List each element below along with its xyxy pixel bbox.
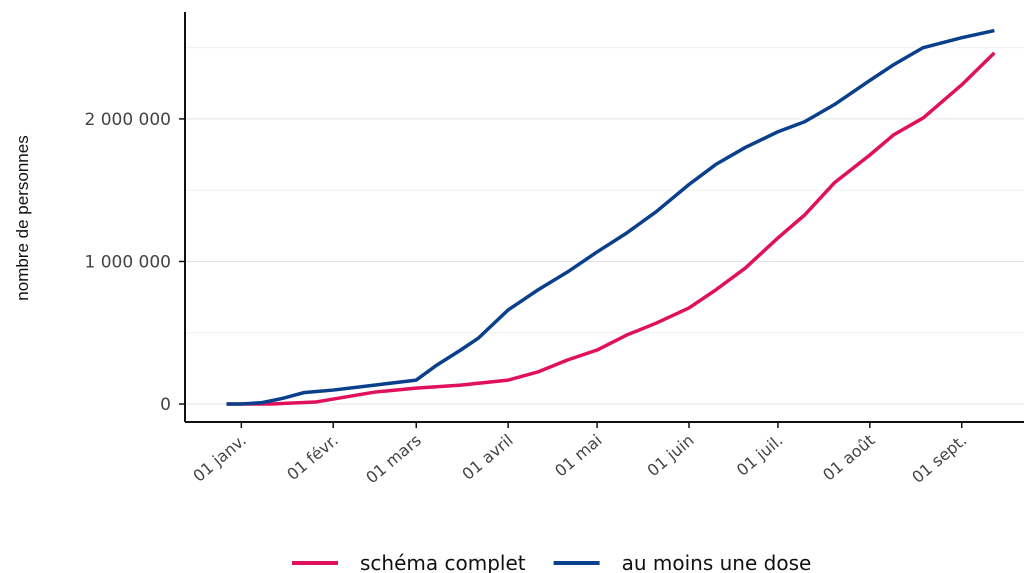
legend-label: schéma complet bbox=[360, 551, 526, 573]
x-tick-label: 01 juin bbox=[644, 431, 698, 481]
x-tick-label: 01 mai bbox=[551, 431, 606, 481]
line bbox=[226, 51, 996, 406]
x-tick-label: 01 juil. bbox=[733, 431, 787, 480]
x-tick-label: 01 mars bbox=[362, 431, 425, 488]
y-tick-label: 2 000 000 bbox=[84, 110, 171, 130]
legend-label: au moins une dose bbox=[622, 551, 812, 573]
x-tick-label: 01 févr. bbox=[283, 431, 342, 485]
x-tick-label: 01 sept. bbox=[908, 431, 970, 487]
line bbox=[226, 28, 995, 406]
x-tick-label: 01 janv. bbox=[189, 431, 250, 486]
y-tick-label: 1 000 000 bbox=[84, 252, 171, 272]
y-axis-title: nombre de personnes bbox=[13, 135, 32, 300]
x-tick-label: 01 août bbox=[819, 431, 878, 485]
y-tick-label: 0 bbox=[160, 395, 171, 415]
x-tick-label: 01 avril bbox=[458, 431, 516, 484]
